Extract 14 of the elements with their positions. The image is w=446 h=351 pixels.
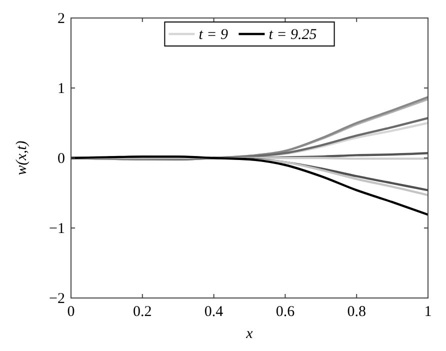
- y-tick-label: −2: [49, 291, 65, 307]
- x-tick-label: 0.4: [204, 304, 224, 320]
- y-tick-label: 1: [58, 81, 65, 97]
- x-axis-title: x: [245, 326, 254, 342]
- y-tick-label: 2: [58, 11, 65, 27]
- x-tick-label: 0.8: [347, 304, 366, 320]
- legend-label: t = 9.25: [268, 27, 318, 43]
- x-tick-label: 0.6: [276, 304, 296, 320]
- y-axis-title: w(x,t): [14, 140, 30, 176]
- x-tick-label: 1: [424, 304, 432, 320]
- y-tick-label: 0: [58, 151, 65, 167]
- legend-label: t = 9: [198, 27, 228, 43]
- y-tick-label: −1: [49, 221, 65, 237]
- x-tick-label: 0.2: [133, 304, 152, 320]
